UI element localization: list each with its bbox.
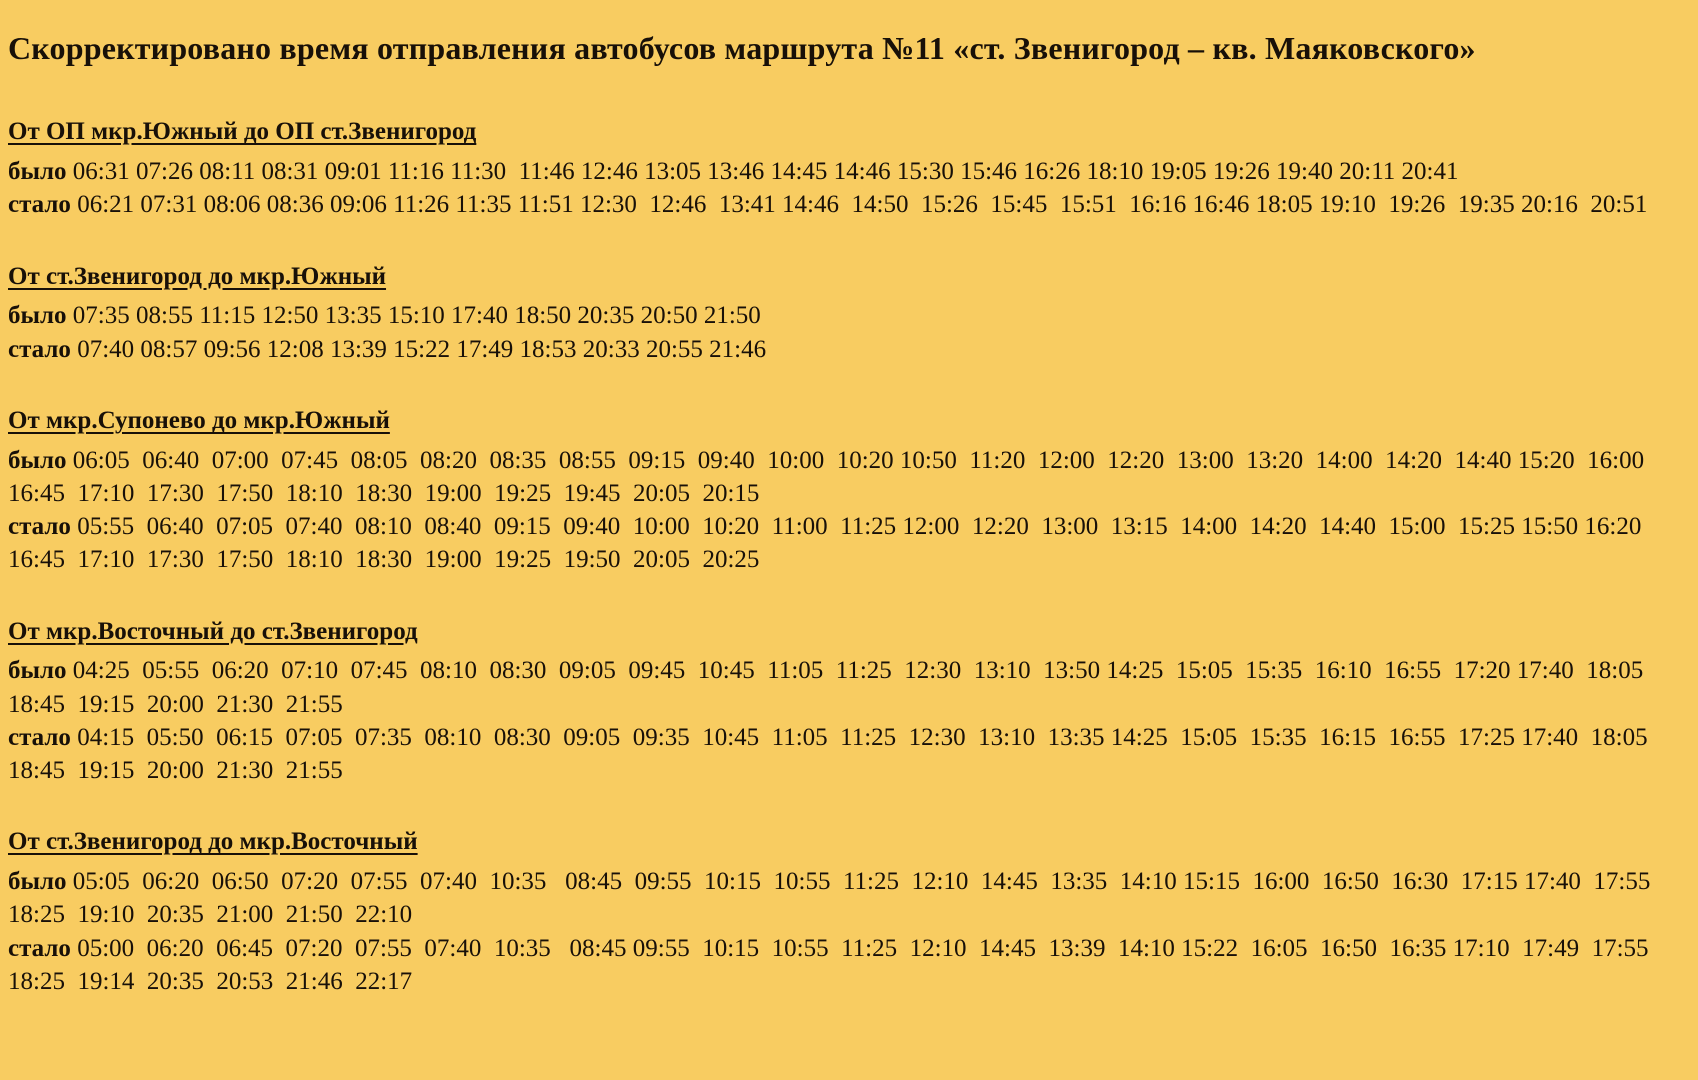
was-label: было	[8, 657, 67, 685]
was-label: было	[8, 302, 67, 330]
became-times: 04:15 05:50 06:15 07:05 07:35 08:10 08:3…	[8, 723, 1661, 785]
section-heading: От ОП мкр.Южный до ОП ст.Звенигород	[8, 118, 477, 146]
was-times-line: было 06:31 07:26 08:11 08:31 09:01 11:16…	[8, 155, 1692, 188]
became-times: 05:00 06:20 06:45 07:20 07:55 07:40 10:3…	[8, 934, 1662, 995]
was-label: было	[8, 158, 67, 186]
schedule-section-zvenigorod-to-yuzhny: От ст.Звенигород до мкр.Южный было 07:35…	[8, 260, 1692, 366]
section-heading: От ст.Звенигород до мкр.Восточный	[8, 828, 418, 856]
became-label: стало	[8, 191, 71, 219]
became-label: стало	[8, 723, 71, 751]
became-times-line: стало 04:15 05:50 06:15 07:05 07:35 08:1…	[8, 721, 1692, 788]
was-times-line: было 05:05 06:20 06:50 07:20 07:55 07:40…	[8, 865, 1692, 932]
became-times-line: стало 07:40 08:57 09:56 12:08 13:39 15:2…	[8, 333, 1692, 366]
became-label: стало	[8, 513, 71, 541]
was-times-line: было 04:25 05:55 06:20 07:10 07:45 08:10…	[8, 654, 1692, 721]
was-times: 05:05 06:20 06:50 07:20 07:55 07:40 10:3…	[8, 868, 1663, 929]
was-times-line: было 06:05 06:40 07:00 07:45 08:05 08:20…	[8, 444, 1692, 511]
was-label: было	[8, 868, 67, 896]
was-times-line: было 07:35 08:55 11:15 12:50 13:35 15:10…	[8, 299, 1692, 332]
became-times: 06:21 07:31 08:06 08:36 09:06 11:26 11:3…	[77, 191, 1648, 219]
became-times: 07:40 08:57 09:56 12:08 13:39 15:22 17:4…	[77, 335, 767, 363]
was-times: 07:35 08:55 11:15 12:50 13:35 15:10 17:4…	[72, 302, 761, 330]
section-heading: От ст.Звенигород до мкр.Южный	[8, 262, 387, 290]
was-label: было	[8, 446, 67, 474]
was-times: 04:25 05:55 06:20 07:10 07:45 08:10 08:3…	[8, 657, 1656, 718]
was-times: 06:31 07:26 08:11 08:31 09:01 11:16 11:3…	[72, 158, 1459, 186]
schedule-section-yuzhny-to-zvenigorod: От ОП мкр.Южный до ОП ст.Звенигород было…	[8, 115, 1692, 221]
became-times-line: стало 05:55 06:40 07:05 07:40 08:10 08:4…	[8, 510, 1692, 577]
became-times-line: стало 05:00 06:20 06:45 07:20 07:55 07:4…	[8, 932, 1692, 999]
schedule-section-zvenigorod-to-vostochny: От ст.Звенигород до мкр.Восточный было 0…	[8, 825, 1692, 998]
became-times-line: стало 06:21 07:31 08:06 08:36 09:06 11:2…	[8, 188, 1692, 221]
schedule-section-suponevo-to-yuzhny: От мкр.Супонево до мкр.Южный было 06:05 …	[8, 404, 1692, 577]
section-heading: От мкр.Супонево до мкр.Южный	[8, 406, 390, 434]
page-title: Скорректировано время отправления автобу…	[8, 30, 1476, 66]
became-label: стало	[8, 934, 71, 962]
schedule-section-vostochny-to-zvenigorod: От мкр.Восточный до ст.Звенигород было 0…	[8, 615, 1692, 788]
became-label: стало	[8, 335, 71, 363]
section-heading: От мкр.Восточный до ст.Звенигород	[8, 617, 418, 645]
was-times: 06:05 06:40 07:00 07:45 08:05 08:20 08:3…	[8, 446, 1651, 507]
became-times: 05:55 06:40 07:05 07:40 08:10 08:40 09:1…	[8, 513, 1654, 574]
